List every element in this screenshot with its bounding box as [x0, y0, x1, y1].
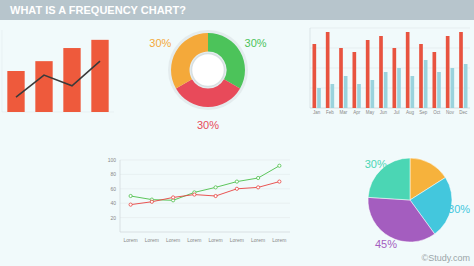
marker: [214, 194, 217, 197]
grid-line: [120, 217, 290, 218]
x-tick-label: May: [366, 110, 375, 115]
bar: [317, 88, 321, 108]
y-axis-line: [310, 28, 311, 108]
data-label: 30%: [448, 203, 470, 215]
x-tick-label: Mar: [339, 110, 347, 115]
chart-4: 30% 45% 30%: [365, 158, 471, 250]
bar: [326, 32, 330, 108]
bar: [371, 80, 375, 108]
donut-ring: [168, 30, 248, 110]
canvas: WHAT IS A FREQUENCY CHART? 30% 30% 30% Jan Fe…: [0, 0, 474, 266]
bar: [464, 64, 468, 108]
x-tick-label: Dec: [459, 110, 468, 115]
x-tick-label: Jan: [313, 110, 321, 115]
slice: [368, 197, 435, 242]
y-tick-label: 40: [110, 200, 116, 206]
marker: [257, 176, 260, 179]
chart-1: 30% 30% 30%: [149, 30, 266, 131]
bar: [451, 68, 455, 108]
bar: [393, 48, 397, 108]
line: [131, 182, 280, 205]
grid-line: [120, 160, 290, 161]
x-tick-label: Lorem: [251, 237, 265, 243]
x-tick-label: Lorem: [166, 237, 180, 243]
x-tick-label: Feb: [326, 110, 334, 115]
grid-line: [120, 188, 290, 189]
bar: [344, 76, 348, 108]
marker: [150, 200, 153, 203]
marker: [257, 186, 260, 189]
y-tick-label: 80: [110, 171, 116, 177]
bar: [397, 68, 401, 108]
x-tick-label: Lorem: [124, 237, 138, 243]
bar: [424, 60, 428, 108]
y-tick-label: 60: [110, 186, 116, 192]
x-tick-label: Apr: [353, 110, 361, 115]
x-tick-label: Jul: [394, 110, 400, 115]
x-tick-label: Lorem: [230, 237, 244, 243]
bar: [379, 36, 383, 108]
bar: [406, 32, 410, 108]
plot-area: [129, 164, 281, 206]
background: [0, 0, 474, 266]
bar: [91, 40, 108, 112]
bar: [446, 36, 450, 108]
marker: [278, 180, 281, 183]
marker: [235, 187, 238, 190]
x-tick-label: Sep: [419, 110, 428, 115]
plot-area: [313, 32, 468, 108]
data-label: 45%: [375, 238, 397, 250]
chart-3: 20 40 60 80 100 Lorem Lorem Lorem Lorem Lorem Lore…: [108, 157, 290, 243]
marker: [278, 164, 281, 167]
bar: [366, 40, 370, 108]
bar: [331, 84, 335, 108]
x-tick-label: Jun: [380, 110, 388, 115]
bar: [357, 84, 361, 108]
bar: [411, 76, 415, 108]
x-axis-line: [120, 232, 290, 233]
chart-0: [2, 30, 114, 112]
bar: [437, 72, 441, 108]
marker: [129, 203, 132, 206]
bar: [384, 72, 388, 108]
x-tick-label: Lorem: [145, 237, 159, 243]
y-axis-line: [120, 160, 121, 232]
line: [16, 61, 100, 97]
marker: [214, 186, 217, 189]
header-title: WHAT IS A FREQUENCY CHART?: [10, 4, 186, 16]
marker: [129, 194, 132, 197]
bar: [353, 52, 357, 108]
watermark: ©Study.com: [422, 253, 470, 263]
marker: [235, 180, 238, 183]
donut-hole: [192, 54, 225, 87]
bar: [339, 48, 343, 108]
bar: [313, 44, 317, 108]
x-tick-label: Lorem: [272, 237, 286, 243]
bar: [433, 52, 437, 108]
marker: [193, 193, 196, 196]
bar: [419, 44, 423, 108]
data-label: 30%: [365, 158, 387, 170]
data-label: 30%: [245, 37, 267, 49]
x-tick-label: Lorem: [209, 237, 223, 243]
x-tick-label: Nov: [446, 110, 455, 115]
y-tick-label: 100: [108, 157, 117, 163]
grid-line: [310, 28, 470, 29]
y-axis-line: [2, 30, 3, 112]
data-label: 30%: [197, 119, 219, 131]
y-tick-label: 20: [110, 215, 116, 221]
bar: [459, 32, 463, 108]
bar: [35, 61, 52, 112]
page: {"header": {"title": "WHAT IS A FREQUENC…: [0, 0, 474, 266]
marker: [172, 196, 175, 199]
x-tick-label: Aug: [406, 110, 415, 115]
x-tick-label: Oct: [433, 110, 441, 115]
x-tick-label: Lorem: [187, 237, 201, 243]
header-bar: [0, 0, 474, 20]
data-label: 30%: [149, 37, 171, 49]
chart-2: Jan Feb Mar Apr May Jun Jul Aug Sep Oct Nov Dec: [310, 28, 470, 115]
plot-area: [7, 40, 108, 112]
